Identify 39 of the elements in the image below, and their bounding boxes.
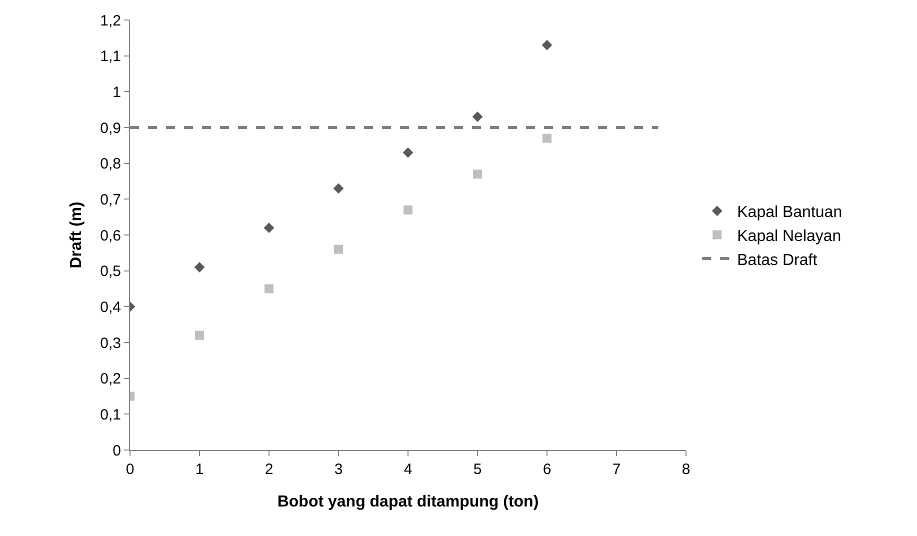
x-tick-label: 7 — [612, 461, 621, 478]
x-tick-label: 2 — [264, 461, 274, 478]
point — [404, 205, 412, 214]
point — [195, 330, 204, 340]
point — [472, 112, 483, 122]
y-tick-label: 0,4 — [100, 298, 121, 316]
y-tick-label: 0 — [112, 442, 121, 460]
point — [264, 222, 274, 234]
legend-label: Kapal Bantuan — [737, 204, 842, 222]
point — [334, 244, 343, 254]
point — [333, 183, 344, 194]
x-tick-label: 8 — [682, 461, 690, 478]
y-tick-label: 0,6 — [100, 227, 121, 244]
x-tick-label: 1 — [195, 461, 204, 478]
y-tick-label: 0,7 — [100, 191, 121, 208]
point — [264, 284, 274, 294]
y-tick-label: 0,2 — [100, 370, 121, 388]
y-tick-label: 0,9 — [100, 120, 121, 137]
point — [542, 40, 552, 50]
point — [194, 262, 205, 272]
y-axis-title: Draft (m) — [68, 202, 86, 268]
y-tick-label: 0,1 — [100, 406, 121, 424]
y-tick-label: 0,3 — [100, 334, 121, 352]
y-tick-label: 1,2 — [100, 12, 121, 30]
y-tick-label: 1,1 — [100, 48, 121, 66]
point — [402, 147, 414, 158]
legend-label: Batas Draft — [737, 252, 818, 269]
y-tick-label: 0,8 — [100, 156, 121, 173]
y-tick-label: 0,5 — [100, 263, 121, 280]
x-tick-label: 5 — [473, 461, 482, 478]
x-tick-label: 0 — [126, 461, 134, 478]
x-tick-label: 4 — [404, 461, 412, 478]
x-tick-label: 3 — [334, 461, 343, 478]
point — [542, 134, 552, 143]
legend-label: Kapal Nelayan — [737, 228, 842, 245]
x-tick-label: 6 — [542, 461, 552, 478]
x-axis-title: Bobot yang dapat ditampung (ton) — [277, 494, 539, 511]
y-tick-label: 1 — [112, 84, 121, 101]
point — [473, 170, 482, 179]
